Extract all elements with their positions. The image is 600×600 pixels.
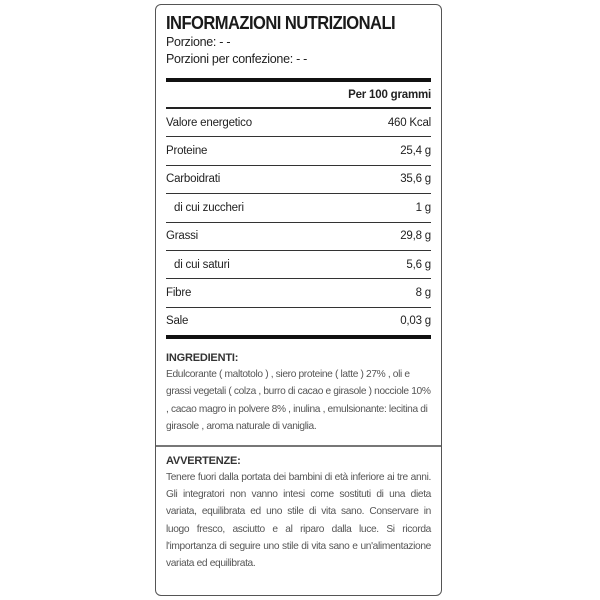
table-row: Carboidrati 35,6 g [166,166,431,195]
nutrient-name: Proteine [166,145,208,158]
column-header-label: Per 100 grammi [348,88,431,101]
table-row: Fibre 8 g [166,279,432,308]
nutrient-value: 0,03 g [400,315,431,328]
thick-divider [166,335,431,340]
nutrient-name: Sale [166,315,189,328]
nutrient-name: Valore energetico [166,116,252,129]
nutrient-value: 29,8 g [400,230,431,243]
table-row: di cui zuccheri 1 g [166,194,432,223]
warnings-text: Tenere fuori dalla portata dei bambini d… [166,471,431,570]
nutrition-label: INFORMAZIONI NUTRIZIONALI Porzione: - - … [155,4,442,596]
nutrient-value: 25,4 g [400,145,431,158]
label-title: INFORMAZIONI NUTRIZIONALI [166,13,396,33]
ingredients-text: Edulcorante ( maltotolo ) , siero protei… [166,369,431,433]
nutrient-value: 5,6 g [406,258,431,271]
table-row: Sale 0,03 g [166,308,431,335]
nutrition-table: Valore energetico 460 Kcal Proteine 25,4 g… [166,109,431,335]
nutrient-value: 1 g [415,201,432,214]
column-header: Per 100 grammi [166,82,431,109]
section-divider [156,445,441,447]
nutrient-name: Carboidrati [166,173,221,186]
nutrient-value: 35,6 g [400,173,431,186]
warnings-title: AVVERTENZE: [166,454,241,467]
nutrient-name: Fibre [166,287,192,300]
ingredients-title: INGREDIENTI: [166,352,239,365]
table-row: Grassi 29,8 g [166,223,431,251]
nutrient-name: di cui zuccheri [174,201,244,214]
nutrient-name: Grassi [166,230,199,243]
servings-per-pack: Porzioni per confezione: - - [166,52,307,66]
nutrient-value: 8 g [415,287,432,300]
thick-divider [166,78,431,82]
table-row: di cui saturi 5,6 g [166,251,431,280]
table-row: Proteine 25,4 g [166,137,431,166]
serving-size: Porzione: - - [166,35,231,49]
nutrient-name: di cui saturi [174,258,230,271]
nutrient-value: 460 Kcal [387,116,431,129]
table-row: Valore energetico 460 Kcal [166,109,431,138]
